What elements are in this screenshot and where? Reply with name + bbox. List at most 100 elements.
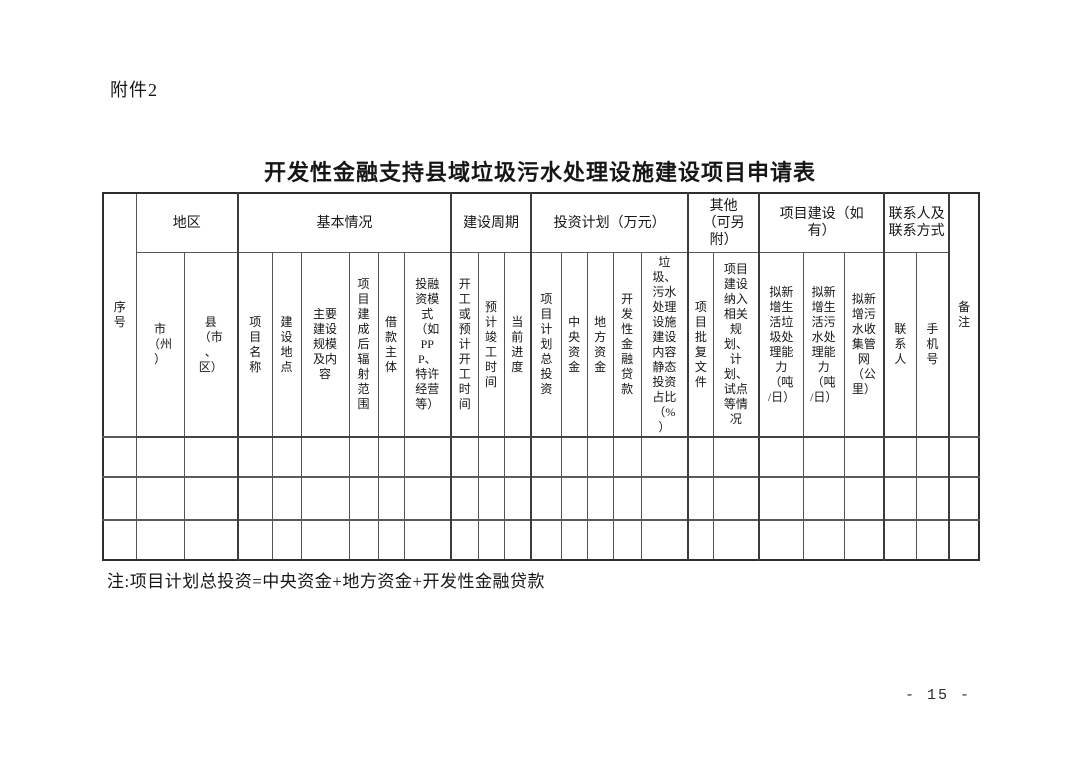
application-form-table: 序号 地区 基本情况 建设周期 投资计划（万元） 其他（可另附） 项目建设（如有… (102, 192, 981, 561)
col-header-progress: 当前进度 (503, 252, 532, 438)
empty-cell (300, 436, 350, 478)
empty-cell (237, 519, 273, 561)
empty-cell (183, 476, 239, 521)
empty-cell (758, 476, 804, 521)
col-header-borrower: 借款主体 (377, 252, 405, 438)
empty-cell (612, 476, 642, 521)
empty-cell (560, 436, 588, 478)
empty-cell (883, 436, 917, 478)
empty-cell (883, 519, 917, 561)
empty-cell (948, 476, 980, 521)
empty-cell (300, 519, 350, 561)
empty-cell (612, 519, 642, 561)
empty-cell (687, 436, 714, 478)
group-header-project-construction: 项目建设（如有） (758, 192, 885, 253)
empty-cell (712, 476, 760, 521)
col-header-project-name: 项目名称 (237, 252, 273, 438)
empty-cell (477, 436, 505, 478)
empty-cell (503, 476, 532, 521)
empty-cell (403, 476, 452, 521)
empty-cell (883, 476, 917, 521)
empty-cell (271, 436, 302, 478)
empty-cell (450, 476, 479, 521)
form-title: 开发性金融支持县域垃圾污水处理设施建设项目申请表 (263, 160, 816, 185)
empty-cell (237, 436, 273, 478)
group-header-region: 地区 (135, 192, 239, 253)
empty-cell (183, 519, 239, 561)
empty-cell (530, 519, 562, 561)
empty-cell (403, 436, 452, 478)
col-header-contact-person: 联系人 (883, 252, 917, 438)
empty-cell (843, 436, 885, 478)
empty-cell (758, 436, 804, 478)
empty-cell (135, 519, 185, 561)
empty-cell (758, 519, 804, 561)
group-header-serial: 序号 (102, 192, 137, 438)
col-header-approval-document: 项目批复文件 (687, 252, 714, 438)
empty-cell (612, 436, 642, 478)
group-header-investment-plan: 投资计划（万元） (530, 192, 689, 253)
empty-cell (640, 436, 689, 478)
empty-cell (450, 436, 479, 478)
empty-cell (403, 519, 452, 561)
col-header-static-investment-ratio: 垃圾、污水处理设施建设内容静态投资占比（%） (640, 252, 689, 438)
empty-cell (135, 436, 185, 478)
empty-cell (102, 436, 137, 478)
empty-cell (948, 519, 980, 561)
page-number: - 15 - (905, 687, 972, 704)
empty-cell (586, 519, 614, 561)
col-header-financing-mode: 投融资模式（如PPP、特许经营等） (403, 252, 452, 438)
col-header-new-sewage-capacity: 拟新增生活污水处理能力（吨/日） (802, 252, 845, 438)
empty-cell (183, 436, 239, 478)
empty-cell (560, 476, 588, 521)
empty-row (102, 519, 980, 561)
application-form-table-wrapper: 序号 地区 基本情况 建设周期 投资计划（万元） 其他（可另附） 项目建设（如有… (102, 192, 981, 561)
empty-cell (802, 476, 845, 521)
empty-cell (300, 476, 350, 521)
col-header-radiation-scope: 项目建成后辐射范围 (348, 252, 379, 438)
col-header-local-funds: 地方资金 (586, 252, 614, 438)
empty-cell (802, 519, 845, 561)
col-header-df-loan: 开发性金融贷款 (612, 252, 642, 438)
col-header-total-investment: 项目计划总投资 (530, 252, 562, 438)
empty-cell (948, 436, 980, 478)
empty-cell (687, 476, 714, 521)
empty-cell (348, 476, 379, 521)
empty-cell (843, 519, 885, 561)
group-header-construction-period: 建设周期 (450, 192, 532, 253)
empty-cell (586, 476, 614, 521)
empty-cell (477, 519, 505, 561)
empty-cell (377, 519, 405, 561)
empty-cell (450, 519, 479, 561)
col-header-completion-time: 预计竣工时间 (477, 252, 505, 438)
col-header-new-waste-capacity: 拟新增生活垃圾处理能力（吨/日） (758, 252, 804, 438)
footnote: 注:项目计划总投资=中央资金+地方资金+开发性金融贷款 (107, 572, 545, 591)
empty-cell (348, 519, 379, 561)
empty-cell (271, 476, 302, 521)
empty-cell (377, 476, 405, 521)
empty-cell (712, 436, 760, 478)
empty-cell (640, 519, 689, 561)
empty-cell (712, 519, 760, 561)
group-header-contact: 联系人及联系方式 (883, 192, 950, 253)
col-header-city: 市（州） (135, 252, 185, 438)
col-header-new-pipeline: 拟新增污水收集管网（公里） (843, 252, 885, 438)
empty-cell (102, 519, 137, 561)
empty-cell (477, 476, 505, 521)
empty-cell (640, 476, 689, 521)
empty-cell (530, 436, 562, 478)
table-body (102, 436, 980, 561)
empty-cell (560, 519, 588, 561)
empty-cell (915, 519, 950, 561)
attachment-label: 附件2 (110, 80, 158, 100)
empty-cell (915, 436, 950, 478)
empty-cell (503, 519, 532, 561)
group-header-basic-info: 基本情况 (236, 192, 452, 253)
empty-cell (135, 476, 185, 521)
empty-cell (802, 436, 845, 478)
empty-cell (530, 476, 562, 521)
empty-cell (348, 436, 379, 478)
col-header-mobile: 手机号 (915, 252, 950, 438)
empty-cell (377, 436, 405, 478)
col-header-start-time: 开工或预计开工时间 (450, 252, 479, 438)
